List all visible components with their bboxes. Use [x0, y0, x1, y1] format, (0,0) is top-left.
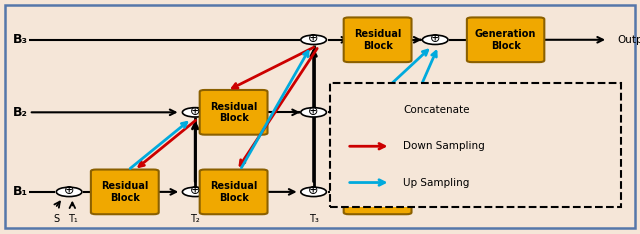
Text: B₁: B₁	[13, 185, 28, 198]
Text: ⊕: ⊕	[360, 102, 370, 116]
Circle shape	[182, 108, 208, 117]
Text: T₂: T₂	[190, 214, 200, 224]
Text: Residual
Block: Residual Block	[354, 102, 401, 123]
Text: Residual
Block: Residual Block	[354, 29, 401, 51]
Text: Generation
Block: Generation Block	[475, 29, 536, 51]
Text: Residual
Block: Residual Block	[354, 181, 401, 203]
Text: Output: Output	[618, 35, 640, 45]
Text: S: S	[53, 214, 60, 224]
FancyBboxPatch shape	[344, 17, 412, 62]
Text: Concatenate: Concatenate	[403, 105, 470, 115]
FancyBboxPatch shape	[200, 169, 268, 214]
FancyBboxPatch shape	[330, 83, 621, 207]
Text: Up Sampling: Up Sampling	[403, 178, 470, 187]
Text: ⊕: ⊕	[308, 32, 319, 45]
FancyBboxPatch shape	[344, 169, 412, 214]
FancyBboxPatch shape	[5, 5, 635, 228]
Text: B₃: B₃	[13, 33, 28, 46]
Text: ⊕: ⊕	[308, 105, 319, 118]
Circle shape	[301, 187, 326, 197]
FancyBboxPatch shape	[467, 17, 545, 62]
Circle shape	[56, 187, 82, 197]
Circle shape	[352, 105, 378, 115]
Circle shape	[422, 35, 448, 44]
Text: Residual
Block: Residual Block	[101, 181, 148, 203]
FancyBboxPatch shape	[91, 169, 159, 214]
Text: ⊕: ⊕	[64, 184, 74, 197]
FancyBboxPatch shape	[200, 90, 268, 135]
Text: Down Sampling: Down Sampling	[403, 141, 485, 151]
Circle shape	[301, 35, 326, 44]
Text: T₁: T₁	[68, 214, 78, 224]
Text: ⊕: ⊕	[308, 184, 319, 197]
Text: B₂: B₂	[13, 106, 28, 119]
FancyBboxPatch shape	[344, 90, 412, 135]
Text: ⊕: ⊕	[190, 105, 200, 118]
Text: Residual
Block: Residual Block	[210, 181, 257, 203]
Text: ⊕: ⊕	[190, 184, 200, 197]
Circle shape	[182, 187, 208, 197]
Text: ⊕: ⊕	[430, 32, 440, 45]
Text: T₃: T₃	[308, 214, 319, 224]
Circle shape	[301, 108, 326, 117]
Text: Residual
Block: Residual Block	[210, 102, 257, 123]
